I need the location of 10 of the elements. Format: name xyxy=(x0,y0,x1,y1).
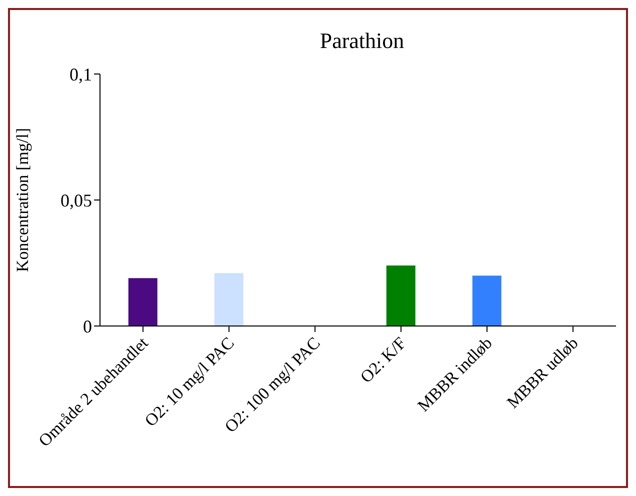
bar xyxy=(472,276,502,326)
y-tick-label: 0,1 xyxy=(70,64,92,84)
bar xyxy=(128,278,158,326)
bar xyxy=(214,273,244,326)
y-axis-title: Koncentration [mg/l] xyxy=(13,128,32,272)
y-tick-label: 0 xyxy=(83,316,92,336)
chart-title: Parathion xyxy=(318,28,406,54)
x-tick-label: O2: K/F xyxy=(356,333,410,387)
bar xyxy=(386,266,416,326)
y-tick-label: 0,05 xyxy=(60,190,92,210)
